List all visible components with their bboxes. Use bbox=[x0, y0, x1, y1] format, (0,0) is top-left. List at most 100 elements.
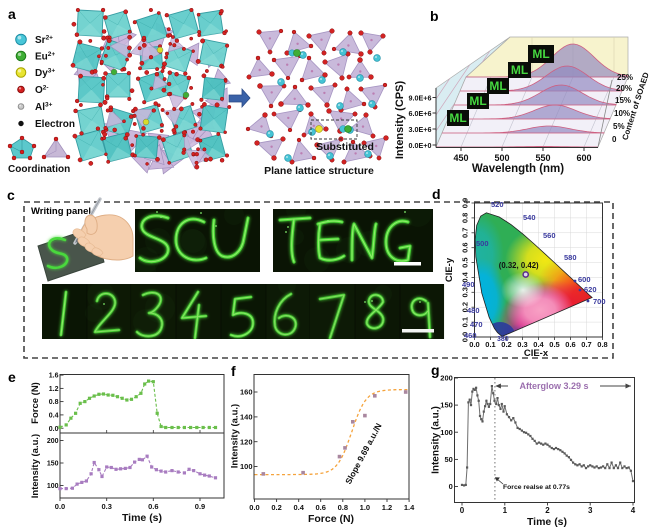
svg-text:0.6: 0.6 bbox=[461, 242, 470, 252]
svg-text:600: 600 bbox=[578, 275, 591, 284]
svg-text:560: 560 bbox=[543, 231, 556, 240]
svg-text:6.0E+6: 6.0E+6 bbox=[409, 109, 432, 118]
svg-text:Intensity (a.u.): Intensity (a.u.) bbox=[431, 406, 442, 474]
svg-text:Sr2+: Sr2+ bbox=[35, 35, 53, 47]
svg-text:0.6: 0.6 bbox=[148, 502, 158, 511]
svg-text:0.9: 0.9 bbox=[195, 502, 205, 511]
svg-text:b: b bbox=[430, 8, 439, 24]
svg-text:Afterglow 3.29 s: Afterglow 3.29 s bbox=[519, 381, 588, 391]
svg-text:Al3+: Al3+ bbox=[35, 102, 53, 114]
svg-text:1.0: 1.0 bbox=[360, 503, 370, 512]
svg-text:0.8: 0.8 bbox=[49, 399, 59, 406]
svg-text:0.4: 0.4 bbox=[293, 503, 304, 512]
svg-text:100: 100 bbox=[440, 428, 453, 437]
svg-text:460: 460 bbox=[464, 331, 477, 340]
svg-text:Force realse at 0.77s: Force realse at 0.77s bbox=[503, 484, 570, 491]
svg-text:140: 140 bbox=[240, 413, 253, 422]
svg-text:0.2: 0.2 bbox=[461, 302, 470, 312]
svg-text:1.2: 1.2 bbox=[49, 386, 59, 393]
svg-text:g: g bbox=[431, 362, 440, 378]
svg-text:580: 580 bbox=[564, 253, 577, 262]
svg-text:(0.32, 0.42): (0.32, 0.42) bbox=[499, 261, 539, 270]
svg-text:150: 150 bbox=[47, 461, 59, 468]
svg-text:0.8: 0.8 bbox=[597, 340, 607, 349]
svg-text:450: 450 bbox=[453, 153, 468, 163]
svg-text:100: 100 bbox=[47, 483, 59, 490]
svg-text:1.4: 1.4 bbox=[404, 503, 415, 512]
svg-text:Force (N): Force (N) bbox=[308, 513, 354, 525]
svg-text:500: 500 bbox=[476, 239, 489, 248]
svg-text:0: 0 bbox=[460, 506, 465, 515]
svg-text:600: 600 bbox=[576, 153, 591, 163]
svg-text:490: 490 bbox=[462, 280, 475, 289]
svg-text:f: f bbox=[231, 363, 236, 379]
svg-text:480: 480 bbox=[467, 306, 480, 315]
svg-text:100: 100 bbox=[240, 462, 253, 471]
svg-text:0.3: 0.3 bbox=[517, 340, 527, 349]
svg-text:120: 120 bbox=[240, 437, 253, 446]
svg-text:Dy3+: Dy3+ bbox=[35, 68, 55, 80]
svg-text:0.5: 0.5 bbox=[549, 340, 559, 349]
svg-text:0.1: 0.1 bbox=[461, 317, 470, 327]
svg-text:0.6: 0.6 bbox=[315, 503, 325, 512]
svg-text:e: e bbox=[8, 369, 16, 385]
svg-text:ML: ML bbox=[449, 111, 466, 125]
svg-text:ML: ML bbox=[511, 63, 528, 77]
svg-text:5%: 5% bbox=[613, 122, 625, 131]
svg-text:50: 50 bbox=[444, 455, 452, 464]
svg-text:0: 0 bbox=[449, 482, 453, 491]
svg-text:3: 3 bbox=[588, 506, 593, 515]
svg-text:0.7: 0.7 bbox=[581, 340, 591, 349]
svg-text:1: 1 bbox=[503, 506, 508, 515]
svg-text:0.0: 0.0 bbox=[49, 426, 59, 433]
svg-text:ML: ML bbox=[469, 94, 486, 108]
svg-text:15%: 15% bbox=[615, 96, 631, 105]
svg-text:540: 540 bbox=[523, 213, 536, 222]
svg-text:0.8: 0.8 bbox=[461, 213, 470, 223]
svg-text:0.6: 0.6 bbox=[565, 340, 575, 349]
svg-text:0.0: 0.0 bbox=[249, 503, 259, 512]
svg-text:9.0E+6: 9.0E+6 bbox=[409, 93, 432, 102]
svg-text:1.2: 1.2 bbox=[382, 503, 392, 512]
svg-text:Electron: Electron bbox=[35, 119, 75, 130]
svg-text:0.9: 0.9 bbox=[461, 198, 470, 208]
svg-text:0.2: 0.2 bbox=[501, 340, 511, 349]
svg-text:c: c bbox=[7, 187, 15, 203]
svg-text:0: 0 bbox=[612, 135, 617, 144]
svg-text:20%: 20% bbox=[616, 84, 632, 93]
svg-text:Coordination: Coordination bbox=[8, 164, 70, 175]
svg-text:a: a bbox=[8, 6, 16, 22]
svg-text:0.0: 0.0 bbox=[55, 502, 65, 511]
svg-text:0.5: 0.5 bbox=[461, 257, 470, 267]
svg-text:Force (N): Force (N) bbox=[30, 382, 41, 424]
svg-text:150: 150 bbox=[440, 401, 453, 410]
svg-text:O2-: O2- bbox=[35, 85, 49, 97]
svg-text:0.7: 0.7 bbox=[461, 228, 470, 238]
svg-text:ML: ML bbox=[532, 47, 549, 61]
svg-text:Slope 9.69 a.u./N: Slope 9.69 a.u./N bbox=[343, 421, 384, 485]
svg-text:Intensity (a.u.): Intensity (a.u.) bbox=[230, 404, 241, 468]
svg-text:CIE-y: CIE-y bbox=[444, 257, 455, 282]
svg-text:500: 500 bbox=[494, 153, 509, 163]
svg-text:0.2: 0.2 bbox=[271, 503, 281, 512]
svg-text:25%: 25% bbox=[617, 73, 633, 82]
svg-text:0.3: 0.3 bbox=[461, 287, 470, 297]
svg-text:620: 620 bbox=[584, 285, 597, 294]
svg-text:0.3: 0.3 bbox=[101, 502, 111, 511]
svg-text:0.1: 0.1 bbox=[485, 340, 495, 349]
svg-text:380: 380 bbox=[497, 336, 509, 343]
svg-text:Plane lattice structure: Plane lattice structure bbox=[264, 165, 374, 177]
svg-text:0.0E+0: 0.0E+0 bbox=[409, 141, 432, 150]
svg-text:Time (s): Time (s) bbox=[527, 516, 567, 528]
svg-text:0.0: 0.0 bbox=[469, 340, 479, 349]
svg-text:0.4: 0.4 bbox=[49, 413, 59, 420]
svg-text:0.0: 0.0 bbox=[461, 332, 470, 342]
svg-text:d: d bbox=[432, 186, 441, 202]
svg-text:Intensity (CPS): Intensity (CPS) bbox=[394, 81, 406, 160]
svg-text:10%: 10% bbox=[614, 109, 630, 118]
svg-text:Wavelength (nm): Wavelength (nm) bbox=[472, 163, 564, 175]
svg-text:200: 200 bbox=[440, 374, 453, 383]
svg-text:3.0E+6: 3.0E+6 bbox=[409, 125, 432, 134]
svg-text:ML: ML bbox=[489, 79, 506, 93]
svg-text:Substituted: Substituted bbox=[316, 141, 374, 153]
